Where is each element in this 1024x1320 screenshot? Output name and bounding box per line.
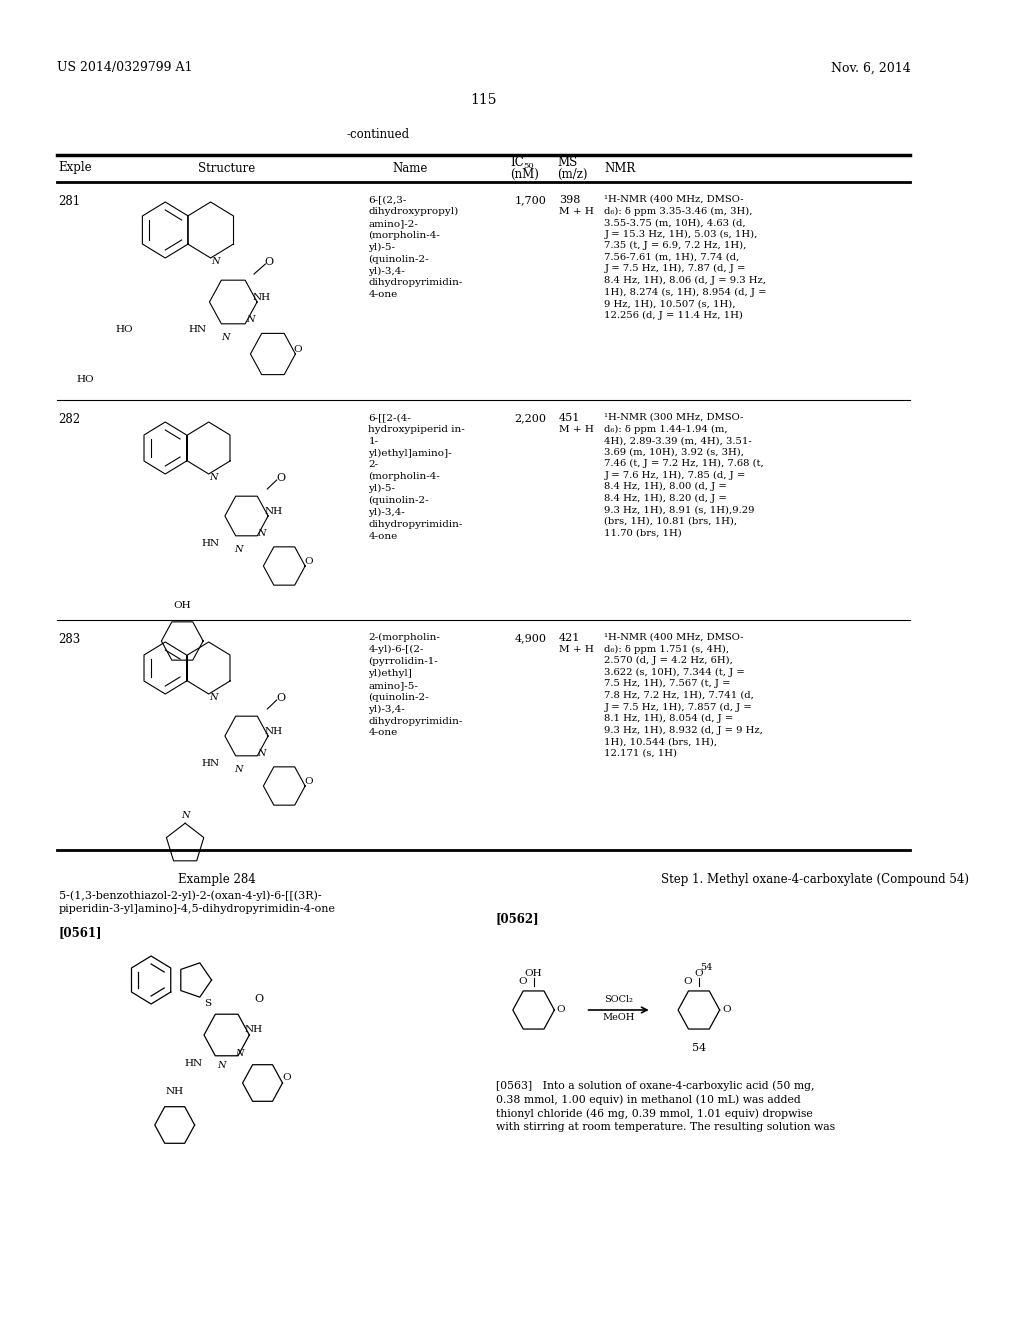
Text: N: N — [209, 474, 218, 483]
Text: 283: 283 — [58, 634, 81, 645]
Text: 54: 54 — [692, 1043, 706, 1053]
Text: 5-(1,3-benzothiazol-2-yl)-2-(oxan-4-yl)-6-[[(3R)-
piperidin-3-yl]amino]-4,5-dihy: 5-(1,3-benzothiazol-2-yl)-2-(oxan-4-yl)-… — [58, 890, 336, 913]
Text: (m/z): (m/z) — [557, 168, 588, 181]
Text: HO: HO — [76, 375, 94, 384]
Text: [0562]: [0562] — [496, 912, 540, 925]
Text: ¹H-NMR (300 MHz, DMSO-
d₆): δ ppm 1.44-1.94 (m,
4H), 2.89-3.39 (m, 4H), 3.51-
3.: ¹H-NMR (300 MHz, DMSO- d₆): δ ppm 1.44-1… — [604, 413, 764, 537]
Text: O: O — [293, 345, 302, 354]
Text: O: O — [722, 1006, 730, 1015]
Text: O: O — [304, 776, 313, 785]
Text: S: S — [204, 998, 211, 1007]
Text: MeOH: MeOH — [602, 1014, 635, 1023]
Text: 6-[[2-(4-
hydroxypiperid in-
1-
yl)ethyl]amino]-
2-
(morpholin-4-
yl)-5-
(quinol: 6-[[2-(4- hydroxypiperid in- 1- yl)ethyl… — [369, 413, 465, 541]
Text: OH: OH — [524, 969, 543, 978]
Text: Exple: Exple — [58, 161, 92, 174]
Text: N: N — [209, 693, 218, 702]
Text: HN: HN — [202, 540, 220, 549]
Text: 451: 451 — [559, 413, 581, 422]
Text: N: N — [234, 766, 243, 775]
Text: O: O — [254, 994, 263, 1005]
Text: NMR: NMR — [604, 161, 636, 174]
Text: M + H: M + H — [559, 645, 594, 653]
Text: 281: 281 — [58, 195, 81, 209]
Text: Structure: Structure — [198, 161, 255, 174]
Text: O: O — [304, 557, 313, 565]
Text: HN: HN — [188, 326, 207, 334]
Text: O: O — [518, 978, 526, 986]
Text: 115: 115 — [470, 92, 497, 107]
Text: Name: Name — [392, 161, 427, 174]
Text: N: N — [236, 1048, 244, 1057]
Text: (nM): (nM) — [510, 168, 539, 181]
Text: N: N — [211, 257, 219, 267]
Text: 2,200: 2,200 — [515, 413, 547, 422]
Text: NH: NH — [265, 726, 283, 735]
Text: 2-(morpholin-
4-yl)-6-[(2-
(pyrrolidin-1-
yl)ethyl]
amino]-5-
(quinolin-2-
yl)-3: 2-(morpholin- 4-yl)-6-[(2- (pyrrolidin-1… — [369, 634, 463, 738]
Text: N: N — [257, 750, 266, 759]
Text: MS: MS — [557, 157, 578, 169]
Text: Nov. 6, 2014: Nov. 6, 2014 — [830, 62, 910, 74]
Text: -continued: -continued — [346, 128, 410, 141]
Text: 54: 54 — [700, 964, 713, 973]
Text: O: O — [275, 693, 285, 704]
Text: IC: IC — [510, 157, 523, 169]
Text: N: N — [234, 545, 243, 554]
Text: ¹H-NMR (400 MHz, DMSO-
d₆): δ ppm 1.751 (s, 4H),
2.570 (d, J = 4.2 Hz, 6H),
3.62: ¹H-NMR (400 MHz, DMSO- d₆): δ ppm 1.751 … — [604, 634, 763, 758]
Text: 4,900: 4,900 — [515, 634, 547, 643]
Text: HN: HN — [184, 1059, 203, 1068]
Text: N: N — [246, 315, 255, 325]
Text: 50: 50 — [523, 162, 534, 170]
Text: O: O — [683, 978, 692, 986]
Text: N: N — [221, 333, 230, 342]
Text: M + H: M + H — [559, 425, 594, 434]
Text: HO: HO — [116, 326, 133, 334]
Text: NH: NH — [253, 293, 270, 301]
Text: NH: NH — [166, 1086, 183, 1096]
Text: 398: 398 — [559, 195, 581, 205]
Text: O: O — [275, 473, 285, 483]
Text: 421: 421 — [559, 634, 581, 643]
Text: 1,700: 1,700 — [515, 195, 547, 205]
Text: 282: 282 — [58, 413, 81, 426]
Text: O: O — [694, 969, 703, 978]
Text: N: N — [181, 810, 189, 820]
Text: SOCl₂: SOCl₂ — [604, 995, 633, 1005]
Text: O: O — [557, 1006, 565, 1015]
Text: NH: NH — [244, 1026, 262, 1035]
Text: OH: OH — [173, 601, 191, 610]
Text: Step 1. Methyl oxane-4-carboxylate (Compound 54): Step 1. Methyl oxane-4-carboxylate (Comp… — [662, 873, 969, 886]
Text: N: N — [257, 529, 266, 539]
Text: [0563]   Into a solution of oxane-4-carboxylic acid (50 mg,
0.38 mmol, 1.00 equi: [0563] Into a solution of oxane-4-carbox… — [496, 1080, 835, 1131]
Text: O: O — [283, 1073, 292, 1082]
Text: N: N — [217, 1060, 225, 1069]
Text: HN: HN — [202, 759, 220, 768]
Text: 6-[(2,3-
dihydroxypropyl)
amino]-2-
(morpholin-4-
yl)-5-
(quinolin-2-
yl)-3,4-
d: 6-[(2,3- dihydroxypropyl) amino]-2- (mor… — [369, 195, 463, 300]
Text: O: O — [264, 257, 273, 267]
Text: NH: NH — [265, 507, 283, 516]
Text: [0561]: [0561] — [58, 927, 102, 939]
Text: Example 284: Example 284 — [178, 873, 256, 886]
Text: US 2014/0329799 A1: US 2014/0329799 A1 — [56, 62, 193, 74]
Text: M + H: M + H — [559, 207, 594, 216]
Text: ¹H-NMR (400 MHz, DMSO-
d₆): δ ppm 3.35-3.46 (m, 3H),
3.55-3.75 (m, 10H), 4.63 (d: ¹H-NMR (400 MHz, DMSO- d₆): δ ppm 3.35-3… — [604, 195, 767, 319]
